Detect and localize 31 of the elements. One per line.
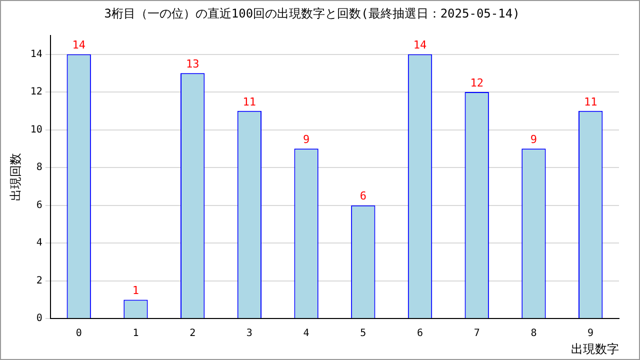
data-label: 6 — [360, 190, 366, 203]
y-tick-label: 6 — [36, 200, 42, 211]
chart-title: 3桁目（一の位）の直近100回の出現数字と回数(最終抽選日：2025-05-14) — [104, 6, 520, 20]
x-axis-title: 出現数字 — [571, 342, 619, 356]
y-tick-label: 4 — [36, 238, 42, 249]
y-tick-label: 14 — [30, 48, 42, 60]
x-tick-label: 2 — [190, 328, 196, 340]
y-tick-label: 2 — [36, 275, 42, 286]
x-tick-label: 8 — [530, 328, 537, 340]
data-label: 1 — [132, 284, 140, 298]
x-tick-label: 4 — [303, 328, 310, 340]
y-tick-label: 8 — [36, 162, 42, 174]
y-tick-label: 12 — [30, 86, 42, 98]
x-tick-label: 3 — [246, 328, 252, 340]
y-tick-label: 10 — [30, 124, 42, 136]
y-axis-title: 出現回数 — [8, 153, 22, 201]
x-tick-label: 6 — [416, 328, 424, 340]
data-label: 13 — [186, 58, 200, 71]
data-label: 11 — [242, 95, 256, 108]
data-label: 14 — [413, 38, 427, 52]
x-tick-label: 1 — [132, 328, 139, 340]
data-label: 14 — [72, 38, 86, 52]
x-tick-label: 9 — [588, 328, 594, 340]
x-tick-label: 5 — [360, 328, 366, 340]
data-label: 9 — [302, 133, 310, 146]
x-tick-label: 0 — [76, 328, 82, 340]
data-label: 9 — [530, 133, 538, 146]
data-label: 11 — [584, 95, 598, 108]
x-tick-label: 7 — [474, 328, 480, 340]
y-tick-label: 0 — [36, 313, 42, 324]
data-label: 12 — [470, 76, 484, 90]
